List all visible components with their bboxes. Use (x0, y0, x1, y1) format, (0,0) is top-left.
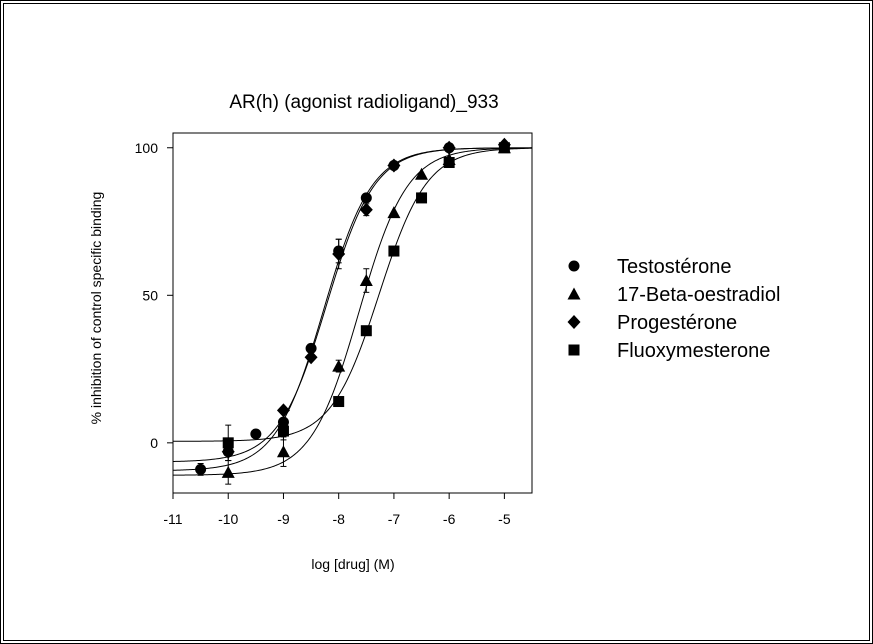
fit-curve (172, 147, 533, 462)
data-point (388, 245, 400, 257)
x-tick-label: -7 (388, 511, 401, 527)
data-point (387, 206, 401, 219)
legend-marker (567, 287, 581, 300)
fit-curve (172, 147, 533, 442)
data-point (360, 325, 372, 337)
chart-title: AR(h) (agonist radioligand)_933 (229, 92, 498, 113)
x-axis-label: log [drug] (M) (311, 556, 394, 572)
data-point (221, 465, 235, 478)
y-axis-label: % inhibition of control specific binding (88, 192, 104, 425)
data-point (498, 142, 510, 154)
fit-curve (172, 147, 532, 471)
legend-label: 17-Beta-oestradiol (617, 284, 780, 306)
legend-label: Progestérone (617, 312, 737, 334)
data-point (222, 437, 234, 449)
x-tick-label: -6 (443, 511, 456, 527)
plot-frame (172, 132, 533, 494)
data-point (276, 445, 290, 458)
data-point (277, 425, 289, 437)
y-tick-label: 50 (142, 287, 158, 303)
fit-curve (172, 147, 533, 476)
x-tick-label: -11 (163, 511, 182, 527)
plot-area: -11 -10 -9 -8 -7 -6 -5 0 50 100 (135, 132, 533, 527)
data-point (387, 158, 401, 173)
data-point (332, 246, 346, 261)
inner-frame (3, 3, 870, 641)
data-point (360, 192, 372, 204)
x-tick-label: -8 (332, 511, 345, 527)
legend-marker (568, 260, 580, 272)
x-tick-label: -9 (277, 511, 290, 527)
data-point (415, 167, 429, 180)
x-tick-label: -10 (218, 511, 238, 527)
legend: Testostérone 17-Beta-oestradiol Progestéro… (567, 256, 780, 362)
data-point (416, 192, 428, 204)
legend-label: Fluoxymesterone (617, 340, 770, 362)
data-point (333, 396, 345, 408)
legend-label: Testostérone (617, 256, 732, 278)
data-point (305, 342, 317, 354)
y-tick-label: 0 (150, 435, 158, 451)
legend-marker (567, 315, 581, 329)
data-point (332, 359, 346, 372)
data-point (195, 463, 207, 475)
data-point (250, 428, 262, 440)
data-point (304, 350, 318, 365)
x-tick-label: -5 (498, 511, 511, 527)
data-point (359, 202, 373, 217)
data-point (442, 140, 456, 155)
legend-marker (568, 344, 580, 356)
y-tick-label: 100 (135, 140, 159, 156)
data-point (443, 157, 455, 169)
data-point (276, 403, 290, 418)
data-point (359, 274, 373, 287)
